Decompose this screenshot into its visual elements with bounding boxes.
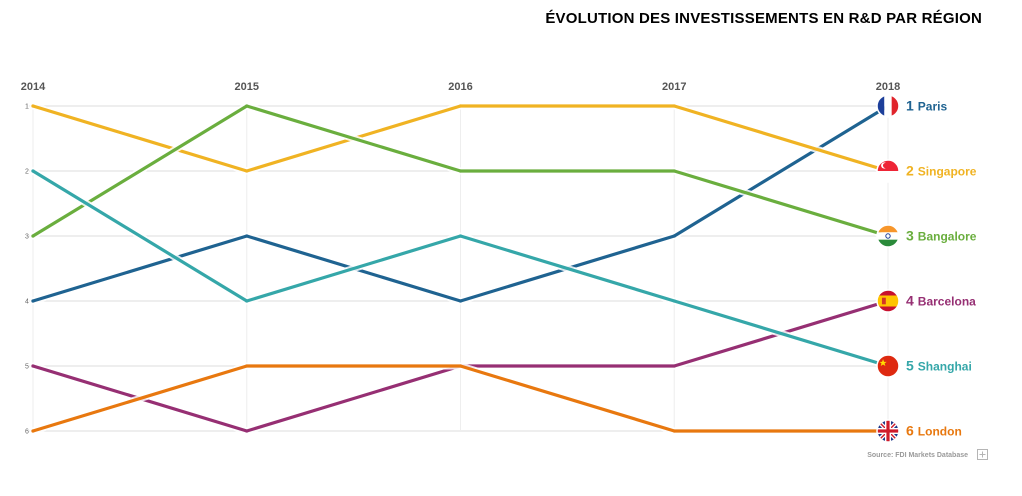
series-label-singapore: 2 Singapore — [906, 163, 977, 179]
series-label-bangalore: 3 Bangalore — [906, 228, 977, 244]
series-name: Bangalore — [918, 230, 977, 244]
series-name: Singapore — [918, 165, 977, 179]
series-name: London — [918, 425, 962, 439]
data-point[interactable] — [245, 364, 249, 368]
data-point[interactable] — [31, 104, 35, 108]
source-note: Source: FDI Markets Database — [867, 452, 968, 459]
chart-title: ÉVOLUTION DES INVESTISSEMENTS EN R&D PAR… — [545, 10, 982, 27]
y-tick-label: 3 — [25, 234, 29, 241]
series-rank: 3 — [906, 228, 914, 244]
data-point[interactable] — [458, 169, 463, 173]
series-label-shanghai: 5 Shanghai — [906, 358, 972, 374]
x-tick-label: 2018 — [876, 81, 900, 93]
data-point[interactable] — [458, 104, 463, 108]
data-point[interactable] — [245, 234, 249, 238]
series-rank: 4 — [906, 293, 914, 309]
x-tick-label: 2016 — [448, 81, 472, 93]
flag-border — [876, 289, 900, 313]
y-tick-label: 1 — [25, 104, 29, 111]
grid-layer: 1 2 3 4 5 6 2014 2015 2016 2017 2018 — [21, 81, 900, 436]
data-point[interactable] — [672, 169, 676, 173]
flag-border — [876, 159, 900, 183]
series-rank: 5 — [906, 358, 914, 374]
data-point[interactable] — [31, 429, 35, 433]
flag-border — [876, 224, 900, 248]
data-point[interactable] — [458, 364, 463, 368]
series-label-paris: 1 Paris — [906, 98, 947, 114]
china-flag-icon — [877, 355, 899, 377]
data-point[interactable] — [672, 364, 676, 368]
series-name: Paris — [918, 100, 948, 114]
y-tick-label: 5 — [25, 364, 29, 371]
series-label-london: 6 London — [906, 423, 962, 439]
data-point[interactable] — [31, 234, 35, 238]
series-end-labels: 1 Paris 2 Singapore 3 Bangalore 4 Barcelona 5 Sha… — [876, 94, 977, 443]
y-tick-label: 6 — [25, 429, 29, 436]
data-point[interactable] — [245, 169, 249, 173]
y-tick-label: 4 — [25, 299, 29, 306]
data-point[interactable] — [672, 299, 676, 303]
data-point[interactable] — [31, 364, 35, 368]
series-name: Barcelona — [918, 295, 976, 309]
series-lines — [29, 102, 892, 435]
data-point[interactable] — [245, 104, 249, 108]
flag-border — [876, 94, 900, 118]
x-tick-label: 2017 — [662, 81, 686, 93]
data-point[interactable] — [458, 299, 463, 303]
data-point[interactable] — [672, 429, 676, 433]
spain-flag-icon — [877, 290, 899, 312]
data-point[interactable] — [672, 104, 676, 108]
data-point[interactable] — [245, 299, 249, 303]
series-label-barcelona: 4 Barcelona — [906, 293, 976, 309]
data-point[interactable] — [672, 234, 676, 238]
series-name: Shanghai — [918, 360, 972, 374]
x-tick-label: 2015 — [235, 81, 259, 93]
data-point[interactable] — [31, 169, 35, 173]
series-rank: 6 — [906, 423, 914, 439]
singapore-flag-icon — [877, 160, 899, 182]
data-point[interactable] — [245, 429, 249, 433]
document-icon[interactable] — [977, 449, 988, 460]
flag-border — [876, 419, 900, 443]
series-rank: 1 — [906, 98, 914, 114]
data-point[interactable] — [458, 234, 463, 238]
flag-border — [876, 354, 900, 378]
y-tick-label: 2 — [25, 169, 29, 176]
france-flag-icon — [877, 95, 899, 117]
x-tick-label: 2014 — [21, 81, 46, 93]
series-rank: 2 — [906, 163, 914, 179]
data-point[interactable] — [31, 299, 35, 303]
india-flag-icon — [877, 225, 899, 247]
